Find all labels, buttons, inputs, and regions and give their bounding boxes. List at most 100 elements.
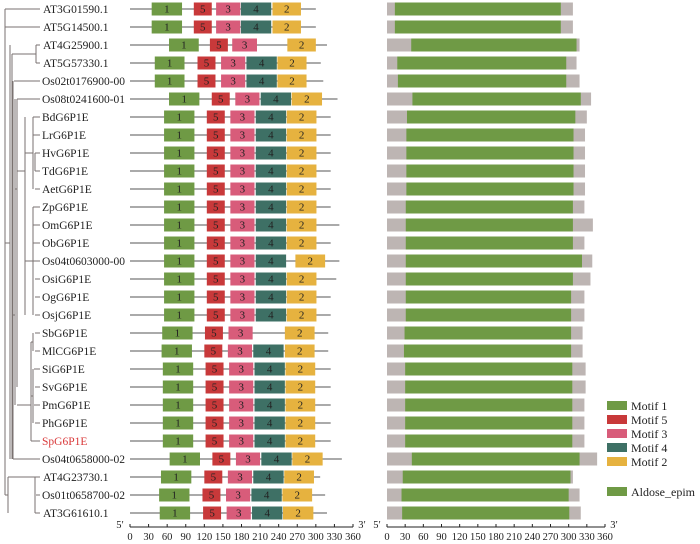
axis-tick-label: 60 [162, 532, 173, 543]
motif-5-box [206, 146, 225, 160]
motif-5-box [202, 488, 221, 502]
motif-3-box [230, 200, 255, 214]
motif-number: 2 [289, 76, 295, 88]
aldose-epim-domain [412, 92, 581, 106]
motif-number: 3 [236, 508, 242, 520]
motif-1-box [164, 308, 195, 322]
axis-tick-label: 30 [143, 532, 154, 543]
motif-1-box [164, 128, 195, 142]
motif-number: 3 [238, 382, 244, 394]
motif-number: 1 [174, 346, 180, 358]
motif-number: 2 [299, 112, 305, 124]
motif-2-box [285, 398, 316, 412]
motif-number: 3 [240, 256, 246, 268]
motif-3-box [230, 308, 255, 322]
axis-start-label: 5′ [116, 520, 124, 531]
motif-2-box [284, 344, 315, 358]
axis-tick-label: 120 [452, 532, 468, 543]
gene-label: Os08t0241600-01 [42, 94, 125, 106]
motif-1-box [162, 362, 194, 376]
aldose-epim-domain [402, 506, 570, 520]
motif-number: 2 [298, 382, 304, 394]
axis-tick-label: 240 [271, 532, 287, 543]
aldose-epim-domain [405, 416, 573, 430]
motif-number: 1 [173, 472, 179, 484]
motif-number: 3 [240, 130, 246, 142]
motif-5-box [206, 164, 225, 178]
motif-number: 5 [213, 256, 219, 268]
motif-number: 4 [268, 238, 274, 250]
motif-2-box [286, 164, 317, 178]
motif-5-box [206, 272, 225, 286]
motif-5-box [206, 236, 225, 250]
motif-number: 1 [176, 274, 182, 286]
motif-number: 5 [213, 274, 219, 286]
motif-4-box [240, 20, 272, 34]
motif-3-box [221, 56, 246, 70]
motif-number: 1 [181, 94, 187, 106]
aldose-epim-domain [406, 128, 574, 142]
motif-3-box [229, 416, 254, 430]
aldose-epim-domain [397, 74, 567, 88]
motif-number: 5 [209, 490, 215, 502]
motif-number: 4 [266, 472, 272, 484]
aldose-epim-domain [394, 20, 561, 34]
motif-3-box [230, 128, 255, 142]
axis-start-label: 5′ [373, 520, 381, 531]
motif-4-box [253, 470, 284, 484]
motif-number: 1 [175, 382, 181, 394]
gene-label: HvG6P1E [42, 148, 89, 160]
motif-2-box [272, 2, 301, 16]
motif-1-box [164, 146, 195, 160]
motif-number: 1 [172, 508, 178, 520]
legend-swatch-motif5 [607, 415, 627, 424]
motif-number: 2 [299, 130, 305, 142]
axis-tick-label: 150 [470, 532, 486, 543]
motif-4-box [255, 164, 287, 178]
motif-number: 1 [175, 400, 181, 412]
motif-number: 3 [245, 94, 251, 106]
motif-number: 3 [240, 220, 246, 232]
gene-label: LrG6P1E [42, 130, 86, 142]
motif-number: 5 [213, 166, 219, 178]
motif-number: 4 [264, 508, 270, 520]
motif-2-box [284, 326, 315, 340]
motif-3-box [229, 362, 254, 376]
motif-number: 2 [296, 472, 302, 484]
motif-5-box [205, 434, 224, 448]
motif-3-box [227, 470, 253, 484]
motif-1-box [164, 236, 195, 250]
motif-number: 2 [299, 292, 305, 304]
motif-5-box [205, 362, 224, 376]
aldose-epim-domain [406, 110, 576, 124]
gene-label: OsjG6P1E [42, 310, 91, 322]
axis-tick-label: 210 [506, 532, 522, 543]
motif-3-box [229, 380, 254, 394]
motif-4-box [255, 290, 287, 304]
axis-tick-label: 30 [400, 532, 411, 543]
motif-number: 1 [176, 292, 182, 304]
motif-number: 5 [213, 238, 219, 250]
motif-2-box [277, 74, 307, 88]
aldose-epim-domain [406, 164, 574, 178]
motif-3-box [230, 110, 255, 124]
motif-number: 4 [267, 364, 273, 376]
motif-number: 3 [240, 112, 246, 124]
motif-number: 1 [176, 256, 182, 268]
aldose-epim-domain [404, 326, 572, 340]
motif-number: 1 [175, 364, 181, 376]
motif-1-box [162, 326, 193, 340]
motif-number: 2 [298, 418, 304, 430]
legend-label: Motif 3 [631, 427, 667, 441]
motif-5-box [206, 200, 225, 214]
gene-label: SbG6P1E [42, 328, 87, 340]
motif-4-box [254, 416, 285, 430]
axis-tick-label: 90 [181, 532, 192, 543]
motif-number: 4 [268, 310, 274, 322]
axis-tick-label: 210 [252, 532, 268, 543]
aldose-epim-domain [405, 308, 572, 322]
motif-number: 3 [238, 364, 244, 376]
motif-number: 5 [213, 112, 219, 124]
motif-number: 2 [299, 166, 305, 178]
gene-label: ObG6P1E [42, 238, 89, 250]
